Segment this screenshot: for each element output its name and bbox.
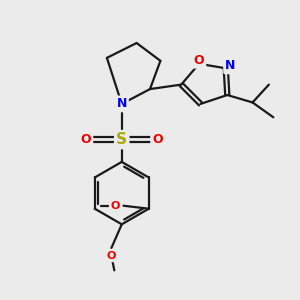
Text: O: O	[107, 250, 116, 260]
Text: S: S	[116, 132, 127, 147]
Text: N: N	[225, 59, 236, 72]
Text: O: O	[152, 133, 163, 146]
Text: O: O	[194, 54, 204, 67]
Text: O: O	[110, 201, 120, 211]
Text: N: N	[117, 98, 127, 110]
Text: O: O	[81, 133, 92, 146]
